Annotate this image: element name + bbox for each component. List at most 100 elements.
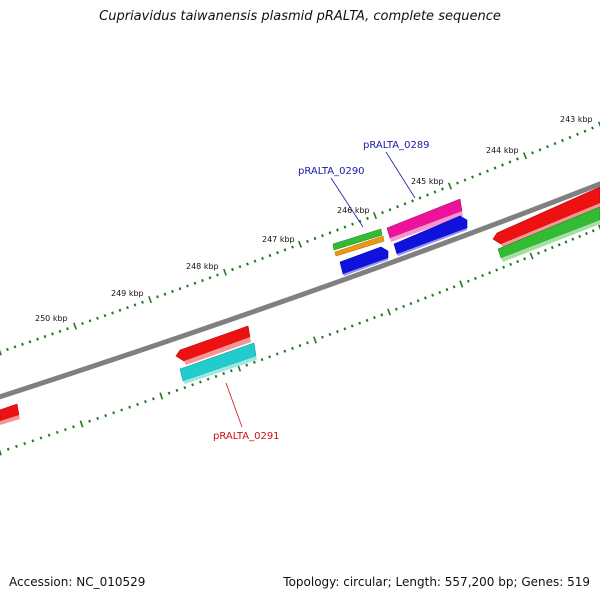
inner-tick [509,262,513,266]
inner-tick [128,405,131,409]
gene-orange-small[interactable] [334,235,385,257]
inner-tick [452,285,456,289]
gene-blue-upper-shade [397,228,467,256]
inner-tick [597,224,600,231]
inner-tick [260,358,264,362]
inner-tick [55,430,59,434]
outer-tick [58,329,62,333]
gene-blue-small-shade [343,258,388,276]
outer-tick [6,347,9,352]
label-leaders [225,151,416,428]
inner-tick [591,229,595,233]
gene-blue-upper[interactable] [393,215,468,255]
outer-tick [246,262,249,266]
outer-tick [216,273,219,277]
outer-tick [133,303,137,307]
outer-tick [321,234,324,238]
inner-tick [229,369,233,373]
inner-tick [564,240,568,244]
outer-tick [231,267,234,272]
inner-tick [183,386,187,390]
inner-tick [313,336,317,344]
inner-tick [72,425,75,429]
outer-tick [171,289,174,294]
ruler-label-243: 243 kbp [560,115,593,124]
outer-tick [576,132,579,136]
inner-tick [578,234,582,238]
outer-tick [88,319,92,323]
inner-tick [571,237,575,241]
outer-tick [291,245,294,249]
inner-tick [47,433,51,437]
ruler-label-246: 246 kbp [337,206,370,215]
outer-tick [36,337,39,341]
inner-tick [372,316,376,320]
outer-tick [561,138,564,143]
outer-tick [426,193,429,197]
inner-tick [459,280,464,288]
outer-tick [447,182,453,190]
inner-tick [445,288,449,292]
outer-tick [441,187,444,191]
inner-tick [523,257,527,261]
inner-tick [79,420,84,428]
inner-tick [394,307,398,311]
outer-tick [103,314,107,318]
inner-tick [529,252,534,260]
plasmid-backbone [0,181,600,400]
outer-tick [546,145,549,149]
inner-tick [15,444,18,448]
leader-0291 [225,382,243,428]
outer-tick [193,281,197,285]
inner-tick [306,341,309,345]
outer-tick [283,248,287,252]
outer-tick [351,222,354,226]
inner-tick [409,302,413,306]
sequence-summary: Topology: circular; Length: 557,200 bp; … [283,575,590,589]
inner-tick [291,346,294,350]
inner-tick [431,293,435,297]
outer-tick [471,175,474,179]
outer-tick [73,322,77,330]
gene-red-right-shade [501,203,600,248]
inner-tick [550,246,554,250]
outer-tick [28,340,32,344]
ruler-label-250: 250 kbp [35,314,68,323]
gene-label-0289[interactable]: pRALTA_0289 [363,140,430,151]
gene-label-0290[interactable]: pRALTA_0290 [298,166,365,177]
inner-tick [283,349,287,353]
outer-tick [516,157,519,161]
inner-tick [104,414,108,418]
inner-tick [253,360,256,364]
gene-features [0,186,600,425]
outer-tick [328,231,332,235]
inner-tick [144,400,147,404]
gene-green-small[interactable] [332,228,383,251]
outer-tick [493,166,497,170]
gene-green-right[interactable] [497,206,600,259]
accession-text: Accession: NC_010529 [9,575,146,589]
outer-tick [238,265,242,269]
outer-tick [478,172,482,176]
outer-tick [411,199,414,203]
inner-tick [543,248,547,252]
outer-tick [597,121,600,128]
outer-tick [381,211,384,215]
gene-label-0291[interactable]: pRALTA_0291 [213,431,280,442]
inner-tick-ring [0,224,600,456]
outer-tick [522,152,528,160]
gene-blue-small[interactable] [339,246,389,275]
inner-tick [416,299,420,303]
outer-tick [21,342,24,346]
outer-tick [501,163,504,167]
inner-tick [275,352,279,356]
inner-tick [474,276,477,280]
outer-tick [403,202,407,206]
inner-tick [402,304,406,308]
outer-tick [13,345,17,349]
inner-tick [328,332,332,336]
outer-tick [396,205,399,209]
outer-tick [508,160,512,164]
inner-tick [222,372,226,376]
outer-tick [253,259,257,263]
